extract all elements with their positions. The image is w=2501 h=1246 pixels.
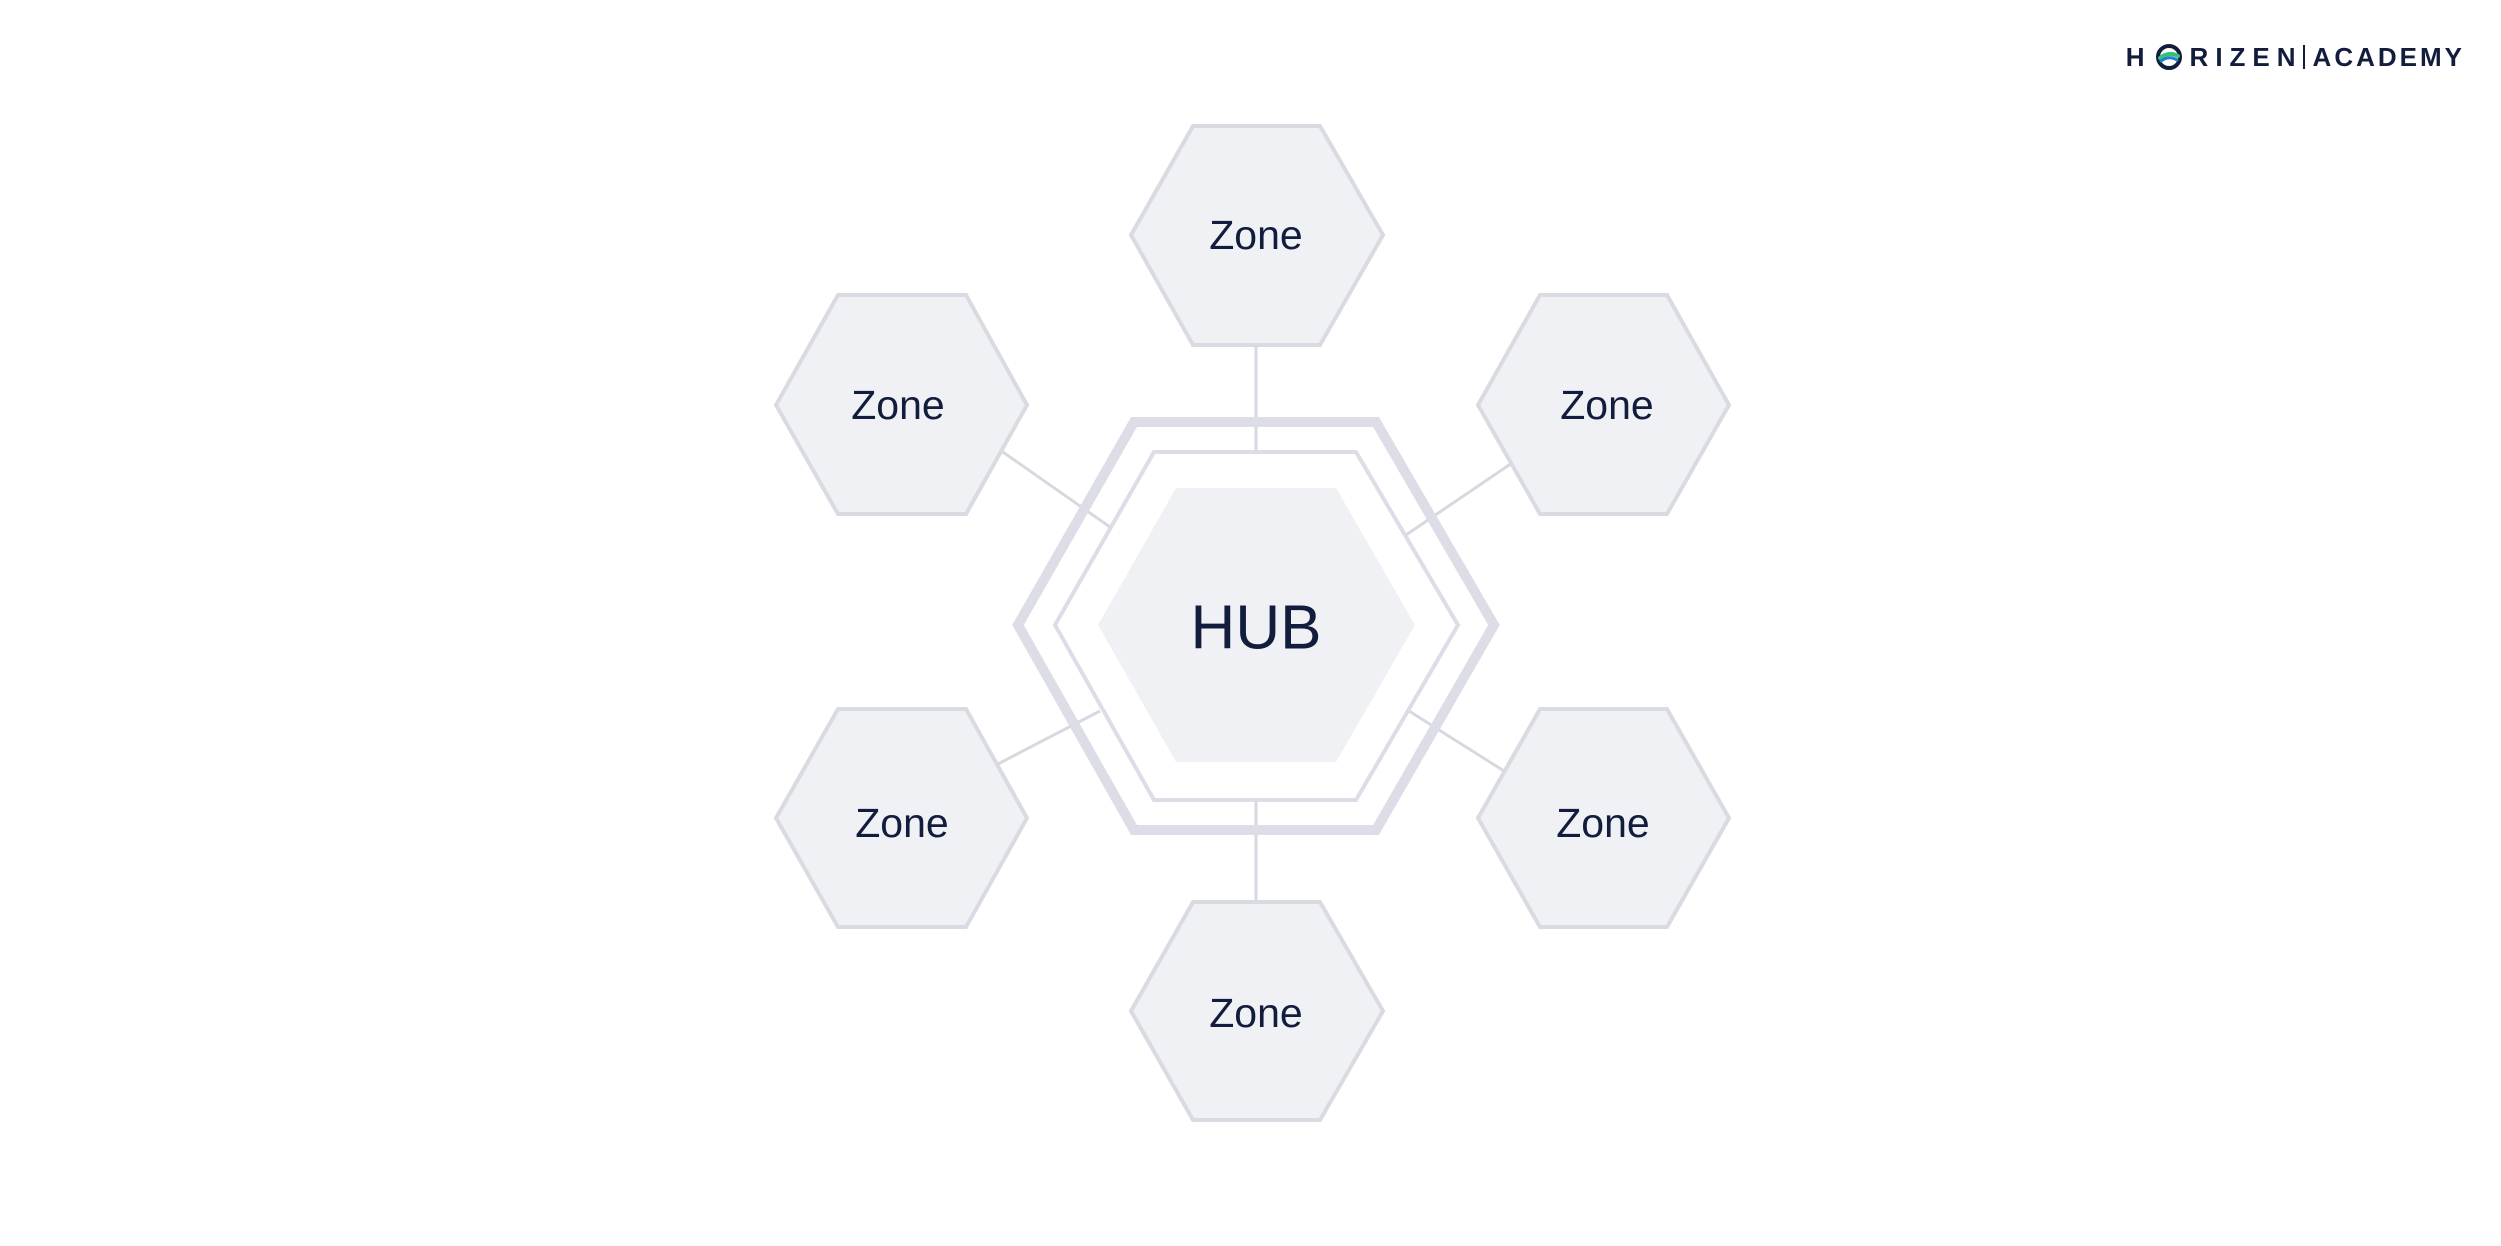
zone-hexagon (773, 293, 1030, 516)
zone-label: Zone (1556, 800, 1649, 846)
logo-letters-rizen: RIZEN (2189, 41, 2303, 72)
zone-hexagon (1475, 707, 1732, 929)
connector-lower-left (995, 709, 1101, 767)
zone-lower-left: Zone (773, 707, 1030, 929)
zone-bottom: Zone (1128, 900, 1386, 1122)
zone-label: Zone (1209, 990, 1302, 1036)
logo-letter-h: H (2125, 41, 2152, 72)
zone-upper-left: Zone (773, 293, 1030, 516)
logo-wordmark: H RIZEN (2126, 42, 2303, 73)
connector-upper-right (1405, 461, 1513, 537)
horizen-academy-logo: H RIZEN ACADEMY (2126, 40, 2465, 74)
logo-divider (2302, 45, 2305, 69)
zone-upper-right: Zone (1475, 293, 1732, 516)
zone-label: Zone (1209, 212, 1302, 258)
zone-hexagon (773, 707, 1030, 929)
hub: HUB (1012, 417, 1500, 835)
connector-upper-left (999, 448, 1111, 529)
zone-hexagon (1475, 293, 1732, 516)
horizen-o-logo-icon (2155, 44, 2182, 70)
zone-top: Zone (1128, 124, 1386, 347)
zone-label: Zone (1560, 382, 1653, 428)
zone-label: Zone (851, 382, 944, 428)
connector-lower-right (1408, 709, 1505, 773)
connector-lines (995, 345, 1513, 902)
zone-hexagon (1128, 900, 1386, 1122)
zone-lower-right: Zone (1475, 707, 1732, 929)
hub-core (1098, 488, 1415, 762)
logo-academy-text: ACADEMY (2312, 41, 2465, 72)
hub-outer-frame (1012, 417, 1500, 835)
zone-label: Zone (855, 800, 948, 846)
hub-label: HUB (1191, 594, 1322, 663)
zone-hexagon (1128, 124, 1386, 347)
